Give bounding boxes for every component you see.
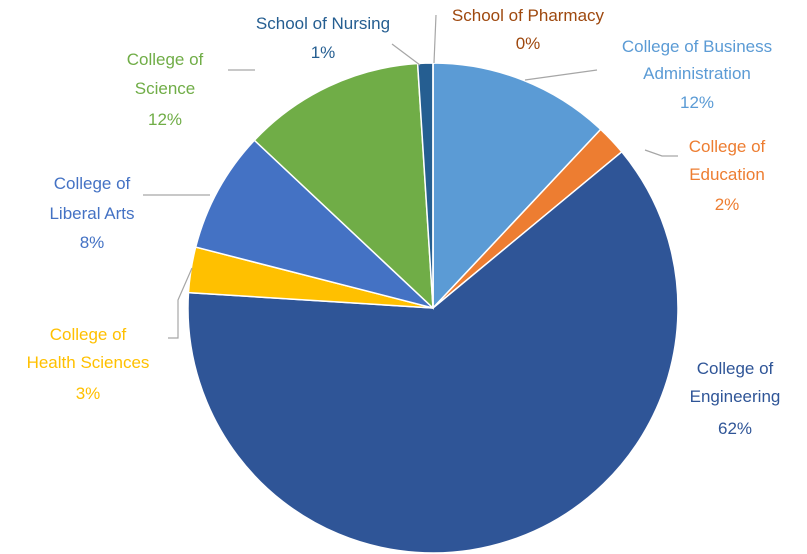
slice-value-label: 12%: [148, 110, 182, 129]
slice-value-label: 0%: [516, 34, 541, 53]
pie-slice: [187, 150, 679, 554]
slice-label: College of Science: [127, 50, 204, 98]
slice-value-label: 1%: [311, 43, 336, 62]
slice-label: School of Pharmacy: [452, 6, 605, 25]
slice-label: School of Nursing: [256, 14, 390, 33]
slice-value-label: 62%: [718, 419, 752, 438]
pie-slice: [194, 139, 434, 309]
pie-slice: [432, 62, 602, 310]
pie-slice: [253, 62, 434, 310]
leader-line: [524, 69, 598, 81]
slice-value-label: 2%: [715, 195, 740, 214]
slice-label: College of Business Administration: [622, 37, 772, 83]
slice-label: College of Health Sciences: [27, 325, 150, 372]
slice-value-label: 3%: [76, 384, 101, 403]
slice-label: College of Liberal Arts: [49, 174, 134, 223]
leader-line: [168, 267, 193, 339]
leader-line: [391, 43, 421, 66]
leader-line: [433, 14, 437, 64]
slice-label: College of Engineering: [690, 359, 781, 406]
leader-line: [644, 149, 678, 157]
slice-value-label: 8%: [80, 233, 105, 252]
slice-value-label: 12%: [680, 93, 714, 112]
slice-label: College of Education: [689, 137, 766, 184]
